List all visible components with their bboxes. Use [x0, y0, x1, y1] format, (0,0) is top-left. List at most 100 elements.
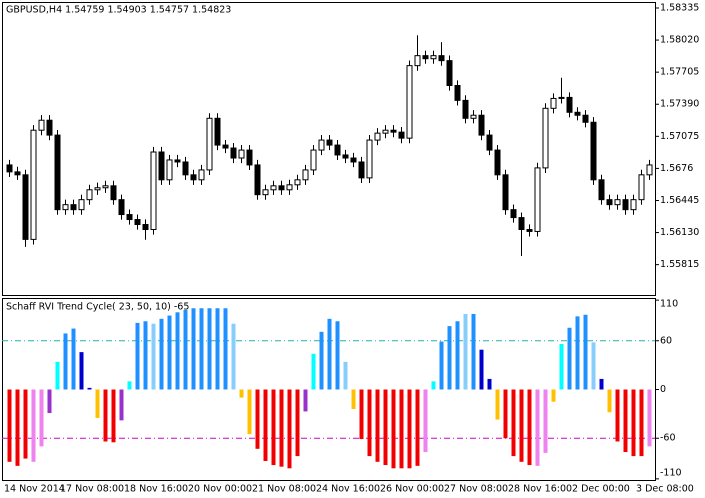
histogram-bar	[551, 389, 556, 402]
candle-body	[54, 134, 61, 211]
candle-body	[390, 129, 397, 133]
histogram-bar	[631, 389, 636, 457]
histogram-bar	[239, 389, 244, 398]
histogram-bar	[359, 389, 364, 440]
histogram-bar	[567, 327, 572, 390]
candle-body	[398, 131, 405, 139]
x-tick-label: 2 Dec 00:00	[572, 484, 630, 495]
histogram-bar	[231, 323, 236, 390]
candle-body	[366, 139, 373, 179]
candle-body	[430, 55, 437, 60]
histogram-bar	[15, 389, 20, 466]
histogram-bar	[591, 342, 596, 390]
y-tick-label: 1.57075	[660, 131, 699, 142]
candle-body	[110, 185, 117, 201]
candle-body	[446, 60, 453, 86]
candle-body	[318, 139, 325, 151]
x-tick-label: 17 Nov 08:00	[60, 484, 124, 495]
histogram-bar	[399, 389, 404, 469]
candle-body	[294, 179, 301, 186]
candle-body	[542, 107, 549, 169]
histogram-bar	[287, 389, 292, 469]
histogram-bar	[343, 361, 348, 390]
candle-body	[86, 189, 93, 201]
histogram-bar	[599, 378, 604, 390]
candle-body	[254, 164, 261, 196]
x-tick-label: 14 Nov 2014	[4, 484, 65, 495]
histogram-bar	[247, 389, 252, 435]
candle-body	[246, 149, 253, 166]
candle-body	[574, 111, 581, 116]
x-tick-label: 27 Nov 08:00	[444, 484, 508, 495]
y-tick-label: -110	[660, 468, 682, 479]
candle-body	[334, 144, 341, 156]
histogram-bar	[535, 389, 540, 466]
candle-body	[198, 169, 205, 181]
histogram-bar	[327, 318, 332, 390]
histogram-bar	[279, 389, 284, 467]
x-tick-label: 3 Dec 08:00	[636, 484, 694, 495]
candle-body	[638, 174, 645, 201]
histogram-bar	[503, 389, 508, 439]
histogram-bar	[623, 389, 628, 453]
candle-body	[486, 134, 493, 151]
candle-body	[374, 132, 381, 141]
candle-body	[14, 171, 21, 176]
histogram-bar	[311, 353, 316, 390]
candle-body	[478, 114, 485, 136]
candle-body	[270, 185, 277, 191]
histogram-bar	[183, 309, 188, 390]
candle-body	[454, 84, 461, 101]
candle-body	[6, 164, 13, 173]
histogram-bar	[175, 312, 180, 390]
histogram-bar	[479, 349, 484, 390]
candle-body	[326, 139, 333, 146]
candle-body	[182, 161, 189, 176]
candle-body	[30, 129, 37, 240]
histogram-bar	[271, 389, 276, 466]
candle-body	[358, 161, 365, 179]
histogram-bar	[135, 322, 140, 390]
histogram-bar	[31, 389, 36, 462]
candle-body	[46, 119, 53, 136]
candle-body	[566, 96, 573, 113]
candle-body	[470, 114, 477, 119]
histogram-bar	[439, 341, 444, 390]
y-tick-label: 1.58335	[660, 3, 699, 14]
x-tick-label: 24 Nov 16:00	[316, 484, 380, 495]
histogram-bar	[71, 328, 76, 390]
x-tick-label: 18 Nov 16:00	[124, 484, 188, 495]
histogram-bar	[215, 308, 220, 390]
histogram-bar	[543, 389, 548, 453]
candle-body	[126, 214, 133, 221]
candle-body	[134, 219, 141, 226]
candle-body	[94, 187, 101, 191]
candle-body	[422, 55, 429, 60]
candle-body	[646, 164, 653, 176]
candle-body	[582, 114, 589, 123]
candle-body	[230, 147, 237, 159]
x-tick-label: 26 Nov 00:00	[380, 484, 444, 495]
histogram-bar	[407, 389, 412, 469]
y-tick-label: 1.56130	[660, 227, 699, 238]
histogram-bar	[383, 389, 388, 466]
y-tick-label: 1.57390	[660, 99, 699, 110]
candle-body	[382, 129, 389, 134]
candle-body	[278, 185, 285, 191]
histogram-bar	[351, 389, 356, 409]
candle-body	[630, 199, 637, 211]
histogram-bar	[495, 389, 500, 420]
candle-body	[622, 199, 629, 211]
candle-body	[150, 151, 157, 231]
candle-body	[22, 174, 29, 240]
y-tick-label: 1.56445	[660, 195, 699, 206]
histogram-bar	[263, 389, 268, 461]
candle-body	[414, 55, 421, 67]
y-tick-label: 1.57705	[660, 67, 699, 78]
candle-body	[262, 189, 269, 196]
histogram-bar	[159, 318, 164, 390]
candle-body	[606, 199, 613, 206]
candle-body	[510, 209, 517, 219]
